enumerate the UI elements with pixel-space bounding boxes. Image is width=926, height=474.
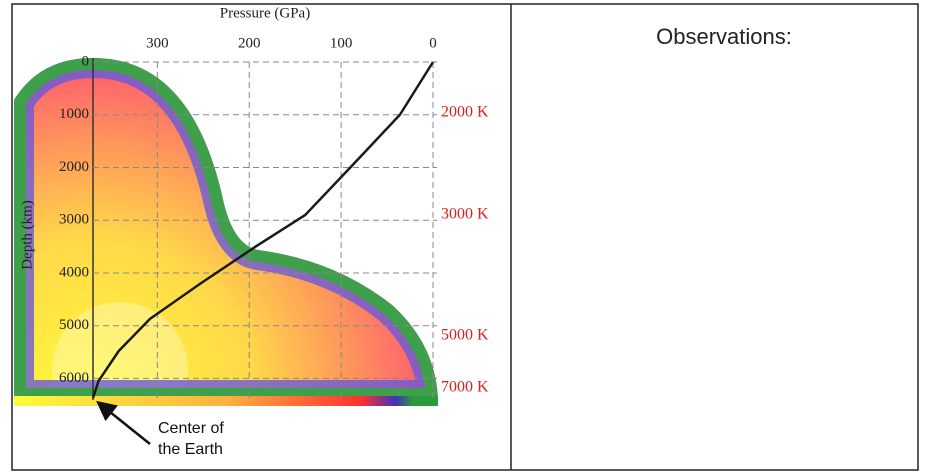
- center-arrow: [100, 404, 150, 444]
- y-tick-label: 4000: [59, 264, 89, 280]
- y-tick-label: 6000: [59, 370, 89, 386]
- x-tick-label: 300: [146, 35, 169, 51]
- temperature-label: 2000 K: [441, 104, 489, 121]
- x-axis-title: Pressure (GPa): [220, 5, 310, 21]
- y-tick-label: 5000: [59, 317, 89, 333]
- temperature-label: 3000 K: [441, 206, 489, 223]
- y-tick-label: 1000: [59, 106, 89, 122]
- observations-heading: Observations:: [656, 24, 792, 49]
- center-label: Center of the Earth: [158, 418, 250, 460]
- y-axis-title: Depth (km): [19, 200, 35, 270]
- y-tick-label: 2000: [59, 159, 89, 175]
- color-bar: [14, 396, 438, 406]
- temperature-label: 5000 K: [441, 327, 489, 344]
- x-tick-label: 200: [238, 35, 261, 51]
- figure: Pressure (GPa) Depth (km) Observations: …: [0, 0, 926, 474]
- x-tick-label: 0: [429, 35, 437, 51]
- page: {"chart_data": {"type": "line", "x_label…: [0, 0, 926, 474]
- x-tick-label: 100: [330, 35, 353, 51]
- y-tick-label: 3000: [59, 212, 89, 228]
- temperature-label: 7000 K: [441, 379, 489, 396]
- y-tick-label: 0: [82, 53, 90, 69]
